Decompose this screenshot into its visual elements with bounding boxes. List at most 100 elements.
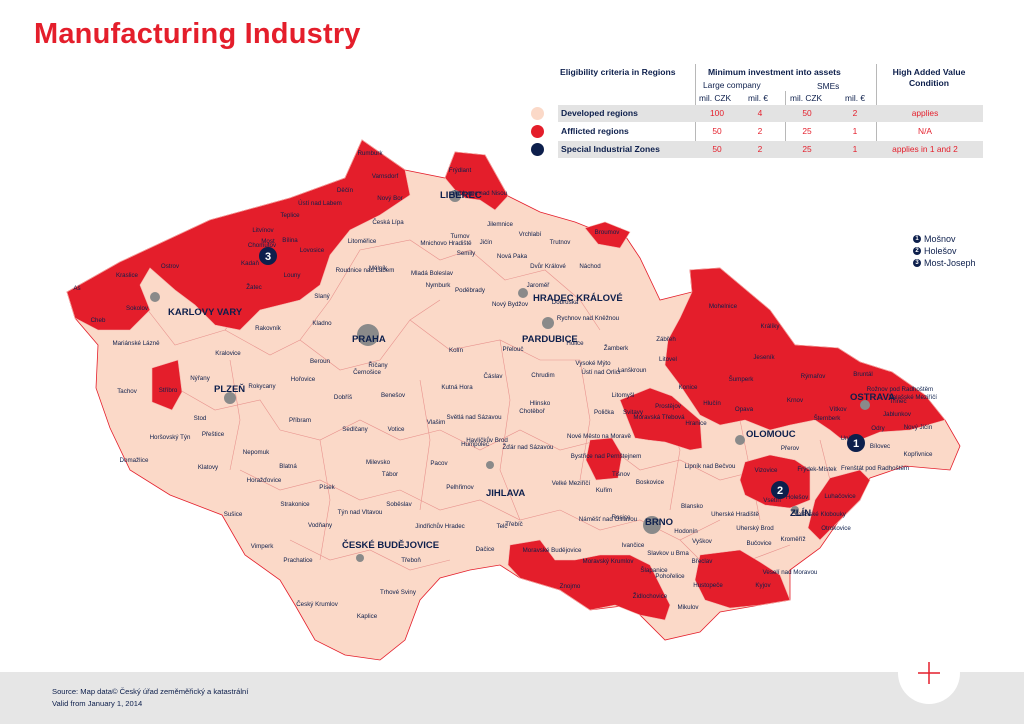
region-label: Děčín bbox=[337, 187, 354, 194]
region-label: Rumburk bbox=[357, 150, 383, 157]
city-label: BRNO bbox=[645, 517, 673, 528]
region-label: Moravský Krumlov bbox=[583, 558, 635, 565]
region-label: Vodňany bbox=[308, 522, 333, 529]
region-label: Kaplice bbox=[357, 613, 378, 620]
region-label: Ústí nad Orlicí bbox=[581, 369, 620, 376]
region-label: Tišnov bbox=[612, 471, 631, 478]
region-label: Vizovice bbox=[755, 467, 778, 474]
cell-value: applies bbox=[911, 108, 939, 118]
city-label: ZLÍN bbox=[790, 508, 811, 519]
cell-value: 50 bbox=[802, 108, 812, 118]
region-label: Votice bbox=[388, 426, 405, 433]
zone-marker-label: 1 bbox=[853, 438, 859, 450]
region-label: Třinec bbox=[889, 398, 906, 405]
region-label: Tachov bbox=[117, 388, 138, 395]
cell-value: N/A bbox=[918, 126, 932, 136]
region-label: Bučovice bbox=[746, 540, 772, 547]
region-label: Kladno bbox=[312, 320, 332, 327]
region-label: Nový Jičín bbox=[904, 424, 933, 431]
cell-value: 2 bbox=[757, 144, 763, 154]
region-label: Sušice bbox=[224, 511, 243, 518]
city-label: KARLOVY VARY bbox=[168, 307, 243, 318]
zone-markers: 3 1 2 bbox=[259, 247, 865, 499]
region-label: Kopřivnice bbox=[904, 451, 933, 458]
city-label: PARDUBICE bbox=[522, 334, 578, 345]
region-label: Prachatice bbox=[283, 557, 313, 564]
region-label: Vítkov bbox=[829, 406, 847, 413]
region-label: Klatovy bbox=[198, 464, 219, 471]
region-label: Velké Meziříčí bbox=[552, 480, 591, 487]
region-label: Náměšť nad Oslavou bbox=[579, 516, 638, 523]
region-label: Konice bbox=[679, 384, 698, 391]
region-label: Přeštice bbox=[202, 431, 225, 438]
region-label: Frýdlant bbox=[449, 167, 472, 174]
region-label: Sedlčany bbox=[342, 426, 368, 433]
page-title: Manufacturing Industry bbox=[34, 18, 361, 50]
region-label: Jeseník bbox=[753, 354, 775, 361]
major-city-labels: LIBEREC KARLOVY VARY PRAHA HRADEC KRÁLOV… bbox=[168, 190, 895, 551]
cell-value: 1 bbox=[852, 126, 858, 136]
region-label: Beroun bbox=[310, 358, 331, 365]
table-row: Afflicted regions 50 2 25 1 N/A bbox=[525, 123, 983, 140]
region-label: Kadaň bbox=[241, 260, 259, 267]
region-label: Jaroměř bbox=[527, 282, 551, 289]
region-label: Rakovník bbox=[255, 325, 282, 332]
region-label: Příbram bbox=[289, 417, 311, 424]
region-label: Benešov bbox=[381, 392, 406, 399]
plus-button[interactable] bbox=[898, 642, 960, 704]
region-label: Čáslav bbox=[484, 373, 504, 380]
region-label: Kuřim bbox=[596, 487, 612, 494]
city-label: PLZEŇ bbox=[214, 383, 245, 395]
header-high-added: High Added Value Condition bbox=[892, 67, 966, 88]
legend-number: 1 bbox=[913, 235, 921, 243]
table-row: Special Industrial Zones 50 2 25 1 appli… bbox=[525, 141, 983, 158]
col-mil-czk-large: mil. CZK bbox=[699, 93, 732, 103]
region-label: Kyjov bbox=[755, 582, 771, 589]
region-label: Lanškroun bbox=[618, 367, 647, 374]
valid-text: Valid from January 1, 2014 bbox=[52, 699, 143, 708]
city-label: OSTRAVA bbox=[850, 392, 895, 403]
region-label: Frýdek-Místek bbox=[797, 466, 837, 473]
region-label: Vsetín bbox=[763, 497, 781, 504]
col-mil-czk-sme: mil. CZK bbox=[790, 93, 823, 103]
region-label: Nepomuk bbox=[243, 449, 270, 456]
region-label: Šternberk bbox=[814, 415, 842, 422]
region-label: Dobruška bbox=[552, 299, 579, 306]
region-label: Stříbro bbox=[159, 387, 178, 394]
region-label: Vlašim bbox=[427, 419, 446, 426]
region-label: Kraslice bbox=[116, 272, 139, 279]
region-label: Stod bbox=[194, 415, 207, 422]
legend-label: Mošnov bbox=[924, 234, 956, 244]
table-row: Developed regions 100 4 50 2 applies bbox=[525, 105, 983, 122]
region-label: Moravská Třebová bbox=[633, 414, 685, 421]
legend-label: Most-Joseph bbox=[924, 258, 976, 268]
legend-item: 1 Mošnov bbox=[913, 233, 976, 245]
region-label: Pohořelice bbox=[655, 573, 685, 580]
region-label: Chotěboř bbox=[519, 408, 545, 415]
region-label: Dobříš bbox=[334, 394, 352, 401]
region-label: Hranice bbox=[685, 420, 707, 427]
region-label: Hustopeče bbox=[693, 582, 723, 589]
region-label: Jičín bbox=[480, 239, 493, 246]
region-label: Kutná Hora bbox=[441, 384, 473, 391]
footer-source: Source: Map data© Český úřad zeměměřický… bbox=[52, 686, 248, 710]
legend-label: Holešov bbox=[924, 246, 957, 256]
region-label: Holešov bbox=[786, 494, 809, 501]
region-label: Česká Lípa bbox=[372, 219, 404, 226]
region-label: Hlinsko bbox=[530, 400, 551, 407]
region-label: Strakonice bbox=[280, 501, 310, 508]
region-label: Přerov bbox=[781, 445, 800, 452]
region-label: Bruntál bbox=[853, 371, 873, 378]
region-label: Rožnov pod Radhoštěm bbox=[867, 386, 933, 393]
region-label: Prostějov bbox=[655, 403, 682, 410]
region-label: Žamberk bbox=[604, 344, 629, 352]
region-label: Uničov bbox=[841, 435, 861, 442]
region-label: Jablonec nad Nisou bbox=[453, 190, 508, 197]
region-label: Nový Bor bbox=[377, 195, 402, 202]
row-label: Developed regions bbox=[561, 108, 638, 118]
region-label: Chomutov bbox=[248, 242, 277, 249]
region-label: Dačice bbox=[476, 546, 495, 553]
region-label: Zábřeh bbox=[656, 336, 676, 343]
footer: Source: Map data© Český úřad zeměměřický… bbox=[0, 672, 1024, 724]
region-label: Rychnov nad Kněžnou bbox=[557, 315, 620, 322]
